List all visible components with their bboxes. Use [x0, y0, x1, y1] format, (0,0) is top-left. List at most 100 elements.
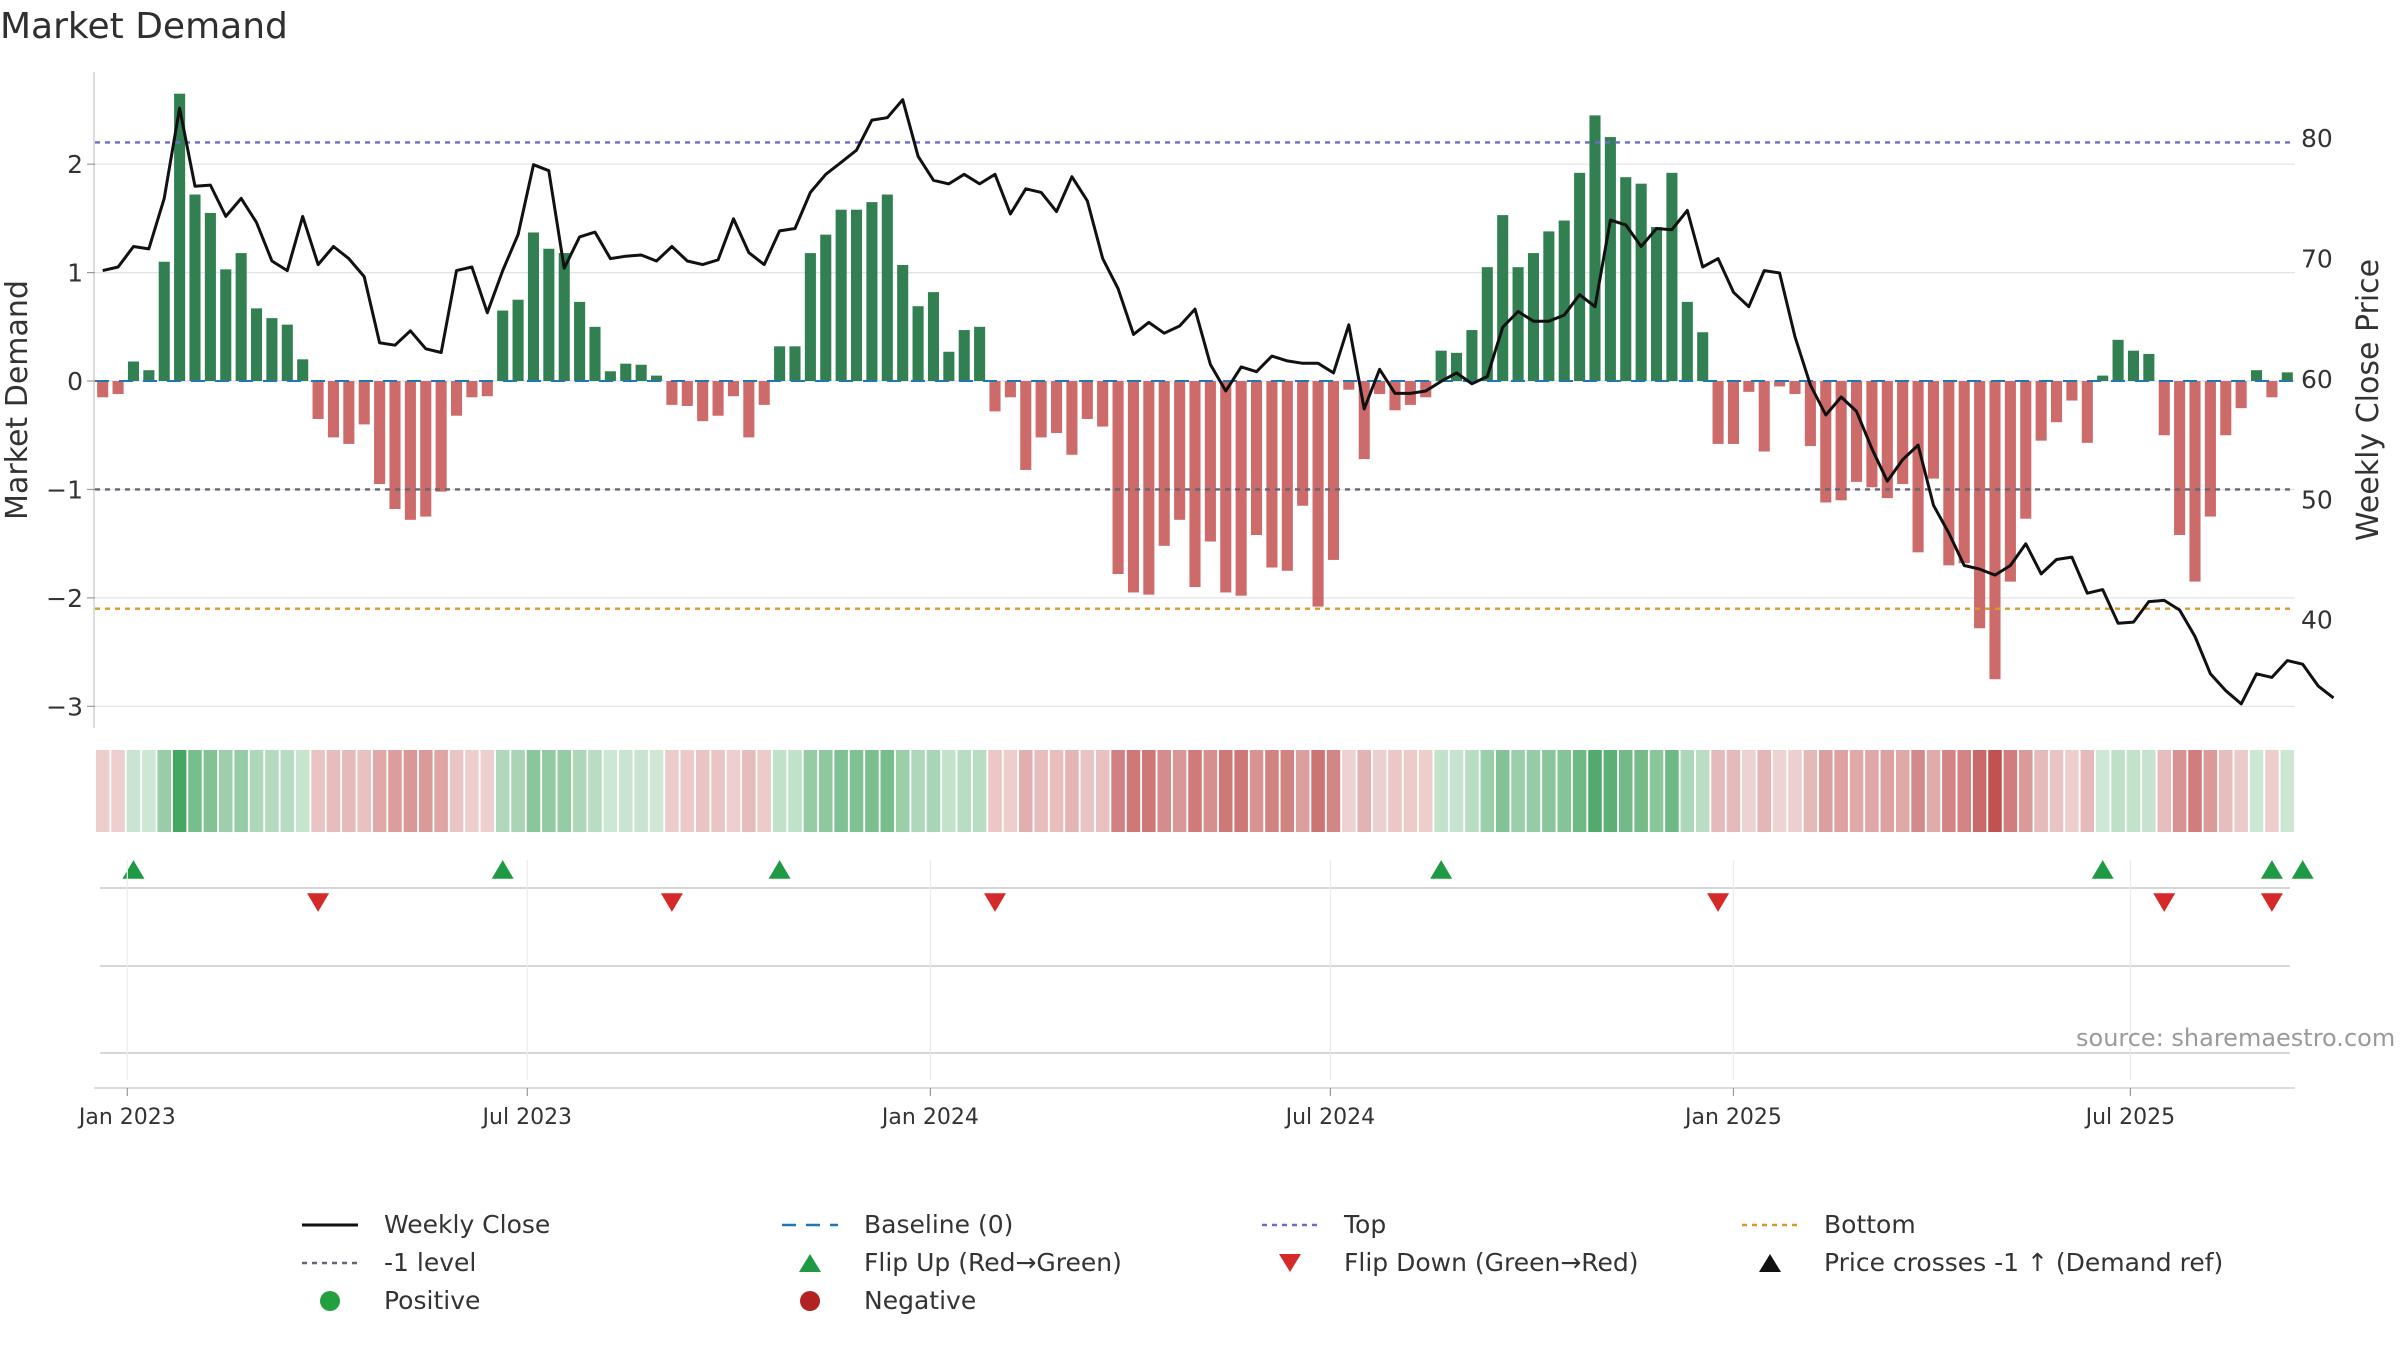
demand-bar — [2281, 372, 2293, 382]
legend-item: Bottom — [1740, 1210, 1916, 1239]
demand-bar — [1758, 381, 1770, 452]
demand-bar — [1420, 381, 1432, 398]
weekly-close-line — [102, 98, 2335, 706]
heat-strip-cell — [895, 750, 910, 832]
demand-bar — [881, 194, 893, 382]
y2-tick-label: 40 — [2301, 606, 2333, 635]
heat-strip-cell — [757, 750, 771, 832]
heat-strip-cell — [1849, 750, 1864, 832]
heat-strip-cell — [1588, 750, 1602, 832]
heat-strip-cell — [542, 750, 556, 832]
heat-strip-cell — [1495, 750, 1510, 832]
heat-strip-cell — [1326, 750, 1341, 832]
heat-strip-cell — [1942, 750, 1956, 832]
heat-strip-cell — [2142, 750, 2156, 832]
heat-strip-cell — [2126, 750, 2141, 832]
demand-bar — [2266, 381, 2278, 398]
demand-bar — [220, 269, 232, 382]
heat-strip-cell — [1803, 750, 1818, 832]
x-tick-label: Jul 2024 — [1284, 1105, 1376, 1130]
heat-strip-cell — [2095, 750, 2110, 832]
legend-item: Weekly Close — [300, 1210, 550, 1239]
demand-bar — [2143, 353, 2155, 382]
demand-bar — [620, 363, 632, 382]
demand-bar — [1512, 267, 1524, 382]
heat-strip-cell — [1049, 750, 1064, 832]
heat-strip-cell — [1511, 750, 1525, 832]
demand-bar — [1851, 381, 1863, 482]
demand-bar — [2174, 381, 2186, 535]
demand-bar — [143, 370, 155, 382]
demand-bar — [1697, 332, 1709, 382]
demand-bar — [1451, 352, 1463, 382]
y2-tick-label: 50 — [2301, 485, 2333, 514]
demand-bar — [774, 346, 786, 382]
heat-strip-cell — [834, 750, 848, 832]
demand-bar — [527, 232, 539, 382]
demand-bar — [2081, 381, 2093, 443]
heat-strip-cell — [342, 750, 356, 832]
heat-strip-cell — [1680, 750, 1695, 832]
heat-strip-cell — [2003, 750, 2018, 832]
heat-strip-cell — [1788, 750, 1802, 832]
demand-bar — [1389, 381, 1401, 411]
y2-tick-label: 60 — [2301, 365, 2333, 394]
legend-label: Positive — [384, 1286, 481, 1315]
heat-strip-cell — [2157, 750, 2171, 832]
market-demand-chart: −3 −2 −1 0 1 2 40 50 60 70 80 Market Demand Weekly C… — [0, 72, 2386, 1130]
heat-strip-cell — [234, 750, 248, 832]
demand-bar — [974, 326, 986, 382]
demand-bar — [2251, 370, 2263, 382]
heat-strip-cell — [2049, 750, 2064, 832]
demand-bar — [312, 381, 324, 419]
demand-bar — [1204, 381, 1216, 542]
demand-bar — [1666, 172, 1678, 382]
demand-bar — [1604, 137, 1616, 382]
heat-strip-cell — [1280, 750, 1295, 832]
demand-bar — [1374, 381, 1386, 395]
heat-strip-cell — [1634, 750, 1648, 832]
demand-bar — [235, 253, 247, 382]
demand-bar — [420, 381, 432, 517]
demand-bar — [1927, 381, 1939, 479]
heat-strip-cell — [803, 750, 818, 832]
demand-bar — [1804, 381, 1816, 447]
heat-strip-cell — [1357, 750, 1371, 832]
y-tick-label: −2 — [46, 584, 83, 613]
legend-label: Top — [1344, 1210, 1387, 1239]
demand-bar — [758, 381, 770, 405]
demand-bar — [1574, 172, 1586, 382]
heat-strip-cell — [1895, 750, 1910, 832]
heat-strip-cell — [957, 750, 971, 832]
demand-bar — [851, 209, 863, 382]
heat-strip-cell — [172, 750, 187, 832]
circle-icon — [300, 1288, 360, 1314]
heat-strip-cell — [465, 750, 479, 832]
flip-up-marker — [491, 860, 514, 879]
demand-bar — [1820, 381, 1832, 503]
heat-strip-cell — [203, 750, 218, 832]
circle-icon — [780, 1288, 840, 1314]
demand-bar — [1435, 350, 1447, 382]
heat-strip-cell — [1003, 750, 1018, 832]
x-tick-label: Jan 2023 — [77, 1105, 176, 1130]
heat-strip-cell — [1111, 750, 1125, 832]
demand-bar — [112, 381, 124, 395]
heat-strip-cell — [711, 750, 725, 832]
legend-label: Negative — [864, 1286, 977, 1315]
y2-tick-label: 80 — [2301, 124, 2333, 153]
heat-strip-cell — [1726, 750, 1741, 832]
demand-bar — [189, 194, 201, 382]
demand-bar — [820, 234, 832, 382]
heat-strip-cell — [2280, 750, 2295, 832]
heat-strip-cell — [1757, 750, 1771, 832]
demand-bar — [712, 381, 724, 416]
demand-bar — [635, 364, 647, 382]
heat-strip-cell — [1880, 750, 1895, 832]
demand-bar — [481, 381, 493, 397]
demand-bar — [604, 371, 616, 382]
heat-strip-cell — [372, 750, 387, 832]
flip-down-marker — [2260, 893, 2283, 912]
x-tick-label: Jul 2023 — [481, 1105, 573, 1130]
heat-strip-cell — [326, 750, 341, 832]
